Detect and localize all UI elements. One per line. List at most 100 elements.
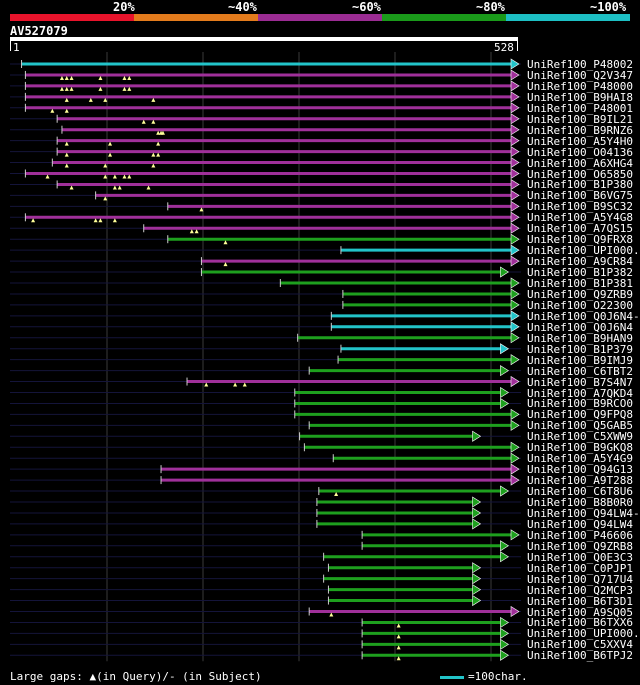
gap-marker: [242, 382, 247, 387]
hit-label[interactable]: UniRef100_C5XXV4: [527, 638, 633, 652]
hit-label[interactable]: UniRef100_UPI000..: [527, 627, 640, 641]
hit-label[interactable]: UniRef100_B9IL21: [527, 112, 633, 126]
hit-label[interactable]: UniRef100_P48000: [527, 79, 633, 93]
hit-label[interactable]: UniRef100_UPI000..: [527, 244, 640, 258]
hit-label[interactable]: UniRef100_B9GKQ8: [527, 441, 633, 455]
hit-label[interactable]: UniRef100_P48001: [527, 101, 633, 115]
hit-label[interactable]: UniRef100_Q717U4: [527, 572, 633, 586]
hit-label[interactable]: UniRef100_A5Y4H0: [527, 134, 633, 148]
hit-label[interactable]: UniRef100_Q2MCP3: [527, 583, 633, 597]
hit-arrow: [510, 244, 520, 256]
hit-arrow: [510, 200, 520, 212]
hit-arrow: [510, 102, 520, 114]
hit-label[interactable]: UniRef100_B9SC32: [527, 200, 633, 214]
gap-marker: [112, 174, 117, 179]
hit-label[interactable]: UniRef100_Q0J6N4: [527, 320, 633, 334]
hit-arrow: [510, 255, 520, 267]
legend-swatch-green: [382, 14, 506, 21]
legend-swatch-red: [10, 14, 134, 21]
gap-marker: [127, 75, 132, 80]
hit-arrow: [510, 233, 520, 245]
hit-arrow: [500, 638, 509, 650]
gap-marker: [64, 163, 69, 168]
hit-label[interactable]: UniRef100_O22300: [527, 298, 633, 312]
hit-label[interactable]: UniRef100_B7S4N7: [527, 375, 633, 389]
hit-label[interactable]: UniRef100_A9T288: [527, 474, 633, 488]
gap-marker: [117, 185, 122, 190]
scale-end-label: 528: [494, 41, 514, 54]
gap-marker: [98, 86, 103, 91]
hit-label[interactable]: UniRef100_B1P381: [527, 277, 633, 290]
gap-marker: [329, 612, 334, 617]
gap-marker: [146, 185, 151, 190]
gaps-legend: Large gaps: ▲(in Query)/- (in Subject): [10, 670, 262, 683]
hit-label[interactable]: UniRef100_B6TXX6: [527, 616, 633, 630]
hit-label[interactable]: UniRef100_Q94G13: [527, 463, 633, 477]
hit-label[interactable]: UniRef100_B6VG75: [527, 189, 633, 203]
scale-end-tick: [517, 41, 518, 51]
hit-label[interactable]: UniRef100_Q9ZRB8: [527, 539, 633, 553]
hit-label[interactable]: UniRef100_A9CR84: [527, 255, 633, 269]
hit-label[interactable]: UniRef100_C6T8U6: [527, 485, 633, 499]
hit-arrow: [500, 627, 509, 639]
hit-label[interactable]: UniRef100_C6TBT2: [527, 364, 633, 378]
gap-marker: [151, 152, 156, 157]
legend-label-40: ~40%: [228, 0, 257, 14]
hit-label[interactable]: UniRef100_O65850: [527, 167, 633, 181]
hit-label[interactable]: UniRef100_Q2V347: [527, 68, 633, 82]
hit-label[interactable]: UniRef100_B1P380: [527, 178, 633, 192]
hit-arrow: [500, 616, 509, 628]
hit-arrow: [510, 474, 520, 486]
hit-label[interactable]: UniRef100_C0PJP1: [527, 561, 633, 575]
hit-label[interactable]: UniRef100_Q9ZRB9: [527, 287, 633, 301]
hit-arrow: [472, 496, 482, 508]
gap-marker: [156, 130, 161, 135]
hit-label[interactable]: UniRef100_B9IMJ9: [527, 353, 633, 367]
hit-label[interactable]: UniRef100_Q94LW4: [527, 517, 633, 531]
gap-marker: [151, 119, 156, 124]
hit-arrow: [510, 277, 520, 289]
hit-label[interactable]: UniRef100_A9SQ05: [527, 605, 633, 619]
hit-label[interactable]: UniRef100_B1P382: [527, 266, 633, 280]
hit-label[interactable]: UniRef100_B6TPJ2: [527, 649, 633, 663]
hit-label[interactable]: UniRef100_Q9FPQ8: [527, 408, 633, 422]
hit-arrow: [510, 605, 520, 618]
hit-label[interactable]: UniRef100_A7QS15: [527, 222, 633, 236]
hit-arrow: [510, 157, 520, 169]
hit-label[interactable]: UniRef100_B9HAI8: [527, 90, 633, 104]
hit-label[interactable]: UniRef100_Q94LW4-2: [527, 506, 640, 520]
hit-label[interactable]: UniRef100_Q0J6N4-2: [527, 309, 640, 323]
hit-arrow: [500, 397, 509, 409]
hit-label[interactable]: UniRef100_A6XHG4: [527, 156, 633, 170]
gap-marker: [103, 196, 108, 201]
hit-label[interactable]: UniRef100_Q9FRX8: [527, 233, 633, 247]
hit-label[interactable]: UniRef100_P48002: [527, 58, 633, 71]
hit-label[interactable]: UniRef100_B9RCO0: [527, 397, 633, 411]
hit-label[interactable]: UniRef100_Q5GAB5: [527, 419, 633, 433]
hit-arrow: [510, 113, 520, 125]
hit-label[interactable]: UniRef100_B1P379: [527, 342, 633, 356]
hit-label[interactable]: UniRef100_B9HAN9: [527, 331, 633, 345]
gap-marker: [122, 174, 127, 179]
hit-arrow: [510, 80, 520, 92]
hit-arrow: [472, 507, 482, 519]
legend-label-60: ~60%: [352, 0, 381, 14]
hit-arrow: [510, 354, 520, 366]
hit-arrow: [510, 408, 520, 420]
hit-arrow: [510, 441, 520, 453]
hit-label[interactable]: UniRef100_B6T3D1: [527, 594, 633, 608]
hit-arrow: [500, 266, 509, 278]
hit-label[interactable]: UniRef100_B9RNZ6: [527, 123, 633, 137]
hit-label[interactable]: UniRef100_B8B0R0: [527, 496, 633, 509]
hit-label[interactable]: UniRef100_A5Y4G8: [527, 211, 633, 225]
hit-label[interactable]: UniRef100_Q0E3C3: [527, 550, 633, 564]
legend-label-80: ~80%: [476, 0, 505, 14]
hit-label[interactable]: UniRef100_O04136: [527, 145, 633, 159]
hit-arrow: [472, 584, 482, 596]
hit-label[interactable]: UniRef100_A5Y4G9: [527, 452, 633, 466]
hit-arrow: [500, 540, 509, 552]
hit-label[interactable]: UniRef100_C5XWW9: [527, 430, 633, 444]
hit-label[interactable]: UniRef100_A7QKD4: [527, 386, 633, 400]
hit-label[interactable]: UniRef100_P46606: [527, 528, 633, 542]
